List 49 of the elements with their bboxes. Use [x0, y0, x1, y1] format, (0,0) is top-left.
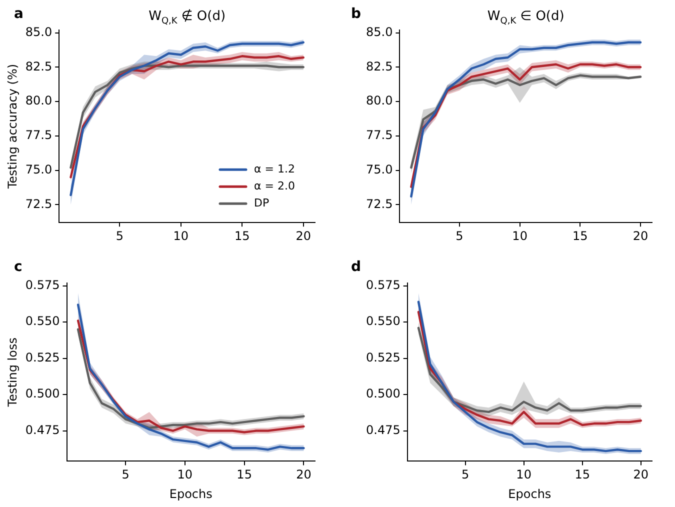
y-tick-label: 85.0 — [366, 24, 393, 39]
x-axis-title: Epochs — [169, 486, 212, 501]
x-tick-label: 20 — [296, 468, 312, 482]
x-tick-label: 15 — [236, 468, 252, 482]
y-tick-label: 75.0 — [25, 162, 52, 176]
y-tick-label: 82.5 — [25, 59, 52, 74]
text: d — [351, 259, 362, 275]
y-tick-label: 77.5 — [25, 128, 52, 142]
x-tick-label: 10 — [512, 228, 528, 243]
text: c — [14, 259, 22, 275]
y-tick-label: 0.525 — [25, 350, 60, 364]
x-tick-label: 10 — [173, 228, 189, 243]
y-tick-label: 0.525 — [366, 350, 400, 364]
y-tick-label: 0.475 — [25, 422, 60, 437]
y-tick-label: 0.550 — [25, 314, 60, 328]
y-tick-label: 0.500 — [25, 386, 60, 401]
legend-label: DP — [254, 196, 270, 210]
x-tick-label: 10 — [177, 468, 193, 482]
legend-label: α = 1.2 — [254, 162, 295, 176]
y-tick-label: 0.500 — [366, 386, 400, 401]
y-tick-label: 72.5 — [25, 196, 52, 211]
text: b — [351, 6, 362, 22]
x-tick-label: 15 — [234, 228, 250, 243]
x-tick-label: 20 — [296, 228, 312, 243]
y-tick-label: 75.0 — [366, 162, 393, 176]
y-tick-label: 85.0 — [25, 24, 52, 39]
y-tick-label: 80.0 — [366, 94, 393, 108]
x-tick-label: 5 — [461, 468, 470, 482]
y-tick-label: 80.0 — [25, 94, 52, 108]
x-tick-label: 20 — [632, 228, 648, 243]
x-axis-title: Epochs — [508, 486, 552, 501]
legend-label: α = 2.0 — [254, 179, 295, 192]
y-tick-label: 0.575 — [25, 278, 60, 292]
y-axis-title: Testing accuracy (%) — [5, 64, 20, 190]
y-tick-label: 72.5 — [366, 196, 393, 211]
x-tick-label: 5 — [116, 228, 124, 243]
y-tick-label: 0.550 — [366, 314, 400, 328]
y-tick-label: 82.5 — [366, 59, 393, 74]
x-tick-label: 5 — [122, 468, 130, 482]
x-tick-label: 20 — [633, 468, 649, 482]
y-tick-label: 0.475 — [366, 422, 400, 437]
y-axis-title: Testing loss — [5, 338, 20, 408]
x-tick-label: 10 — [516, 468, 532, 482]
text: a — [14, 6, 24, 22]
y-tick-label: 77.5 — [366, 128, 393, 142]
x-tick-label: 15 — [574, 468, 590, 482]
x-tick-label: 5 — [456, 228, 464, 243]
y-tick-label: 0.575 — [366, 278, 400, 292]
x-tick-label: 15 — [572, 228, 588, 243]
